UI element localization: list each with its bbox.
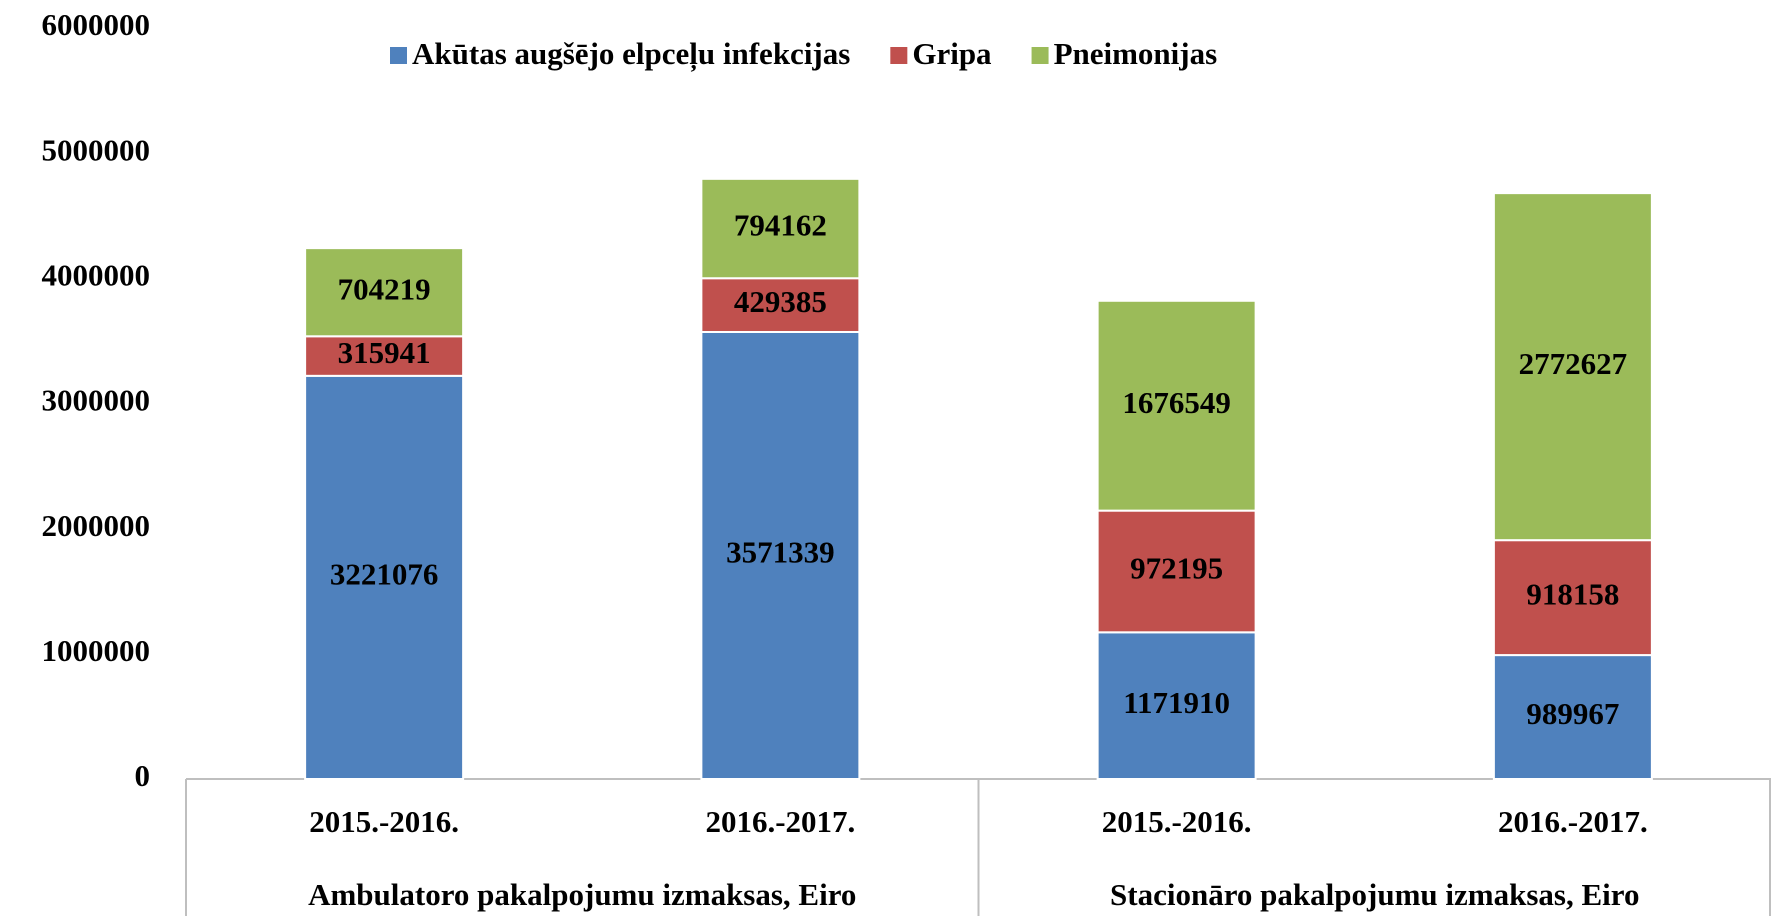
data-label: 3571339	[726, 535, 835, 570]
data-label: 918158	[1526, 577, 1619, 612]
y-tick-label: 1000000	[42, 633, 151, 668]
y-tick-label: 6000000	[42, 7, 151, 42]
legend-swatch	[890, 47, 908, 64]
y-tick-label: 5000000	[42, 132, 151, 167]
x-tick-label: 2015.-2016.	[309, 804, 459, 839]
bar-segment	[1096, 631, 1257, 780]
bar-segment	[304, 335, 465, 377]
data-label: 794162	[734, 208, 827, 243]
legend-swatch	[1031, 47, 1049, 64]
bar-segment	[304, 247, 465, 338]
data-label: 315941	[338, 335, 431, 370]
bar-segment	[700, 330, 861, 780]
data-label: 704219	[338, 271, 431, 306]
bar-segment	[1492, 192, 1653, 542]
legend-label: Pneimonijas	[1054, 36, 1218, 71]
legend-label: Akūtas augšējo elpceļu infekcijas	[412, 36, 850, 72]
x-tick-label: 2016.-2017.	[705, 804, 855, 839]
bar-segment	[700, 177, 861, 280]
bar-segment	[304, 374, 465, 780]
bar-segment	[1096, 509, 1257, 634]
data-label: 2772627	[1519, 346, 1628, 381]
x-tick-label: 2015.-2016.	[1102, 804, 1252, 839]
data-label: 3221076	[330, 557, 439, 592]
data-label: 1171910	[1123, 685, 1230, 720]
legend-label: Gripa	[912, 36, 992, 71]
data-label: 429385	[734, 284, 827, 319]
y-tick-label: 2000000	[42, 508, 151, 543]
legend-swatch	[390, 47, 407, 64]
bar-segment	[700, 277, 861, 333]
bar-segment	[1492, 539, 1653, 657]
y-tick-label: 4000000	[42, 257, 151, 292]
x-tick-label: 2016.-2017.	[1498, 804, 1648, 839]
y-tick-label: 3000000	[42, 383, 151, 418]
group-label: Stacionāro pakalpojumu izmaksas, Eiro	[1110, 877, 1639, 912]
data-label: 1676549	[1122, 385, 1231, 420]
data-label: 972195	[1130, 551, 1223, 586]
group-label: Ambulatoro pakalpojumu izmaksas, Eiro	[308, 877, 856, 912]
data-label: 989967	[1526, 696, 1619, 731]
y-tick-label: 0	[135, 758, 151, 793]
bar-segment	[1096, 299, 1257, 512]
